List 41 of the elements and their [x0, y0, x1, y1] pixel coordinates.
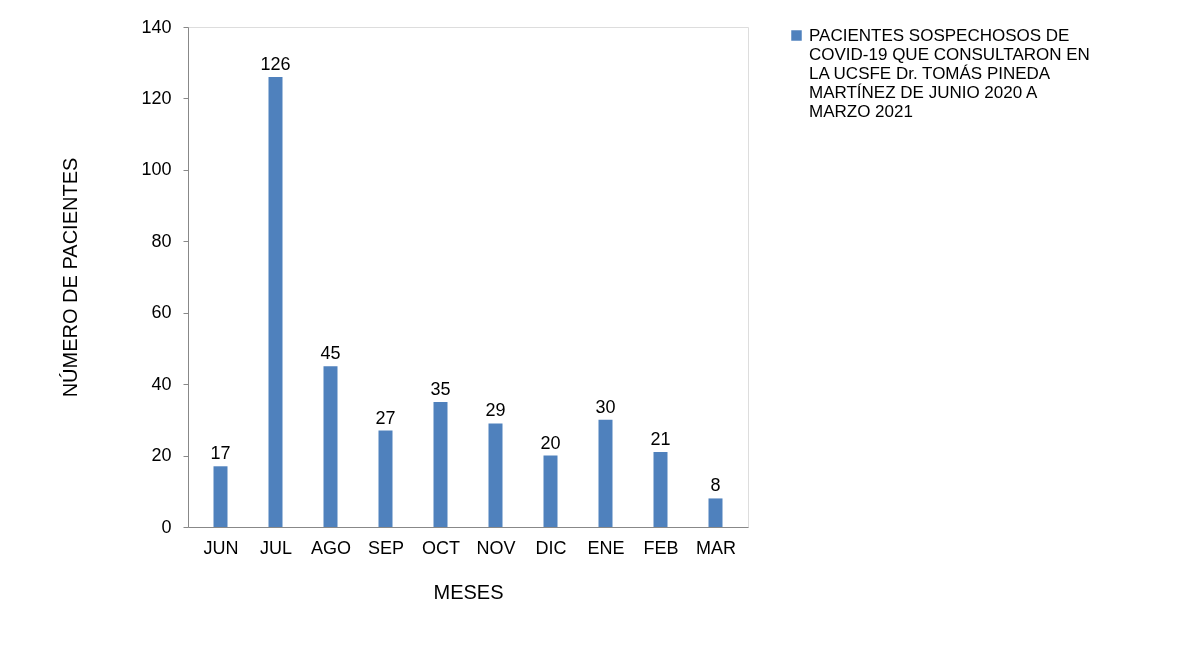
- data-label: 35: [430, 379, 451, 399]
- y-tick-label: 20: [151, 445, 172, 466]
- data-label: 45: [320, 343, 341, 364]
- y-tick-label: 80: [151, 230, 172, 251]
- x-tick-label: OCT: [422, 537, 460, 558]
- bar: [653, 452, 668, 527]
- bar: [488, 423, 503, 527]
- bar: [708, 498, 723, 527]
- x-tick-label: ENE: [587, 537, 625, 558]
- x-tick-label: DIC: [535, 537, 567, 558]
- data-label: 126: [260, 54, 291, 74]
- x-tick-label: JUL: [259, 537, 293, 558]
- bar: [268, 77, 283, 527]
- x-tick-label: JUN: [203, 537, 239, 558]
- data-label: 27: [375, 407, 396, 428]
- legend-label: PACIENTES SOSPECHOSOS DE COVID-19 QUE CONSULTARON EN LA UCSFE Dr. TOMÁS PINEDA MARTÍNEZ DE JUNIO 2020 A MARZO 2021: [809, 25, 1090, 121]
- data-label: 30: [595, 396, 616, 417]
- bar: [378, 430, 393, 527]
- y-tick-label: 140: [141, 16, 172, 37]
- y-tick-label: 100: [141, 159, 172, 180]
- bar: [323, 366, 338, 527]
- bar: [433, 402, 448, 527]
- y-tick-label: 60: [151, 302, 172, 323]
- bar: [598, 419, 613, 527]
- data-label: 20: [540, 432, 561, 453]
- y-axis-title: NÚMERO DE PACIENTES: [59, 157, 82, 398]
- bar: [543, 455, 558, 527]
- x-axis-title: MESES: [433, 580, 504, 603]
- bar: [213, 466, 228, 527]
- data-label: 21: [650, 429, 671, 449]
- x-tick-label: NOV: [476, 537, 516, 558]
- x-tick-label: AGO: [310, 537, 352, 558]
- data-label: 29: [485, 400, 506, 421]
- y-tick-label: 40: [151, 373, 172, 394]
- data-label: 17: [210, 443, 231, 464]
- x-tick-label: SEP: [367, 537, 405, 558]
- x-tick-label: MAR: [696, 537, 736, 558]
- data-label: 8: [710, 475, 721, 496]
- y-tick-label: 120: [141, 87, 172, 108]
- y-tick-label: 0: [161, 516, 172, 537]
- x-tick-label: FEB: [643, 537, 679, 558]
